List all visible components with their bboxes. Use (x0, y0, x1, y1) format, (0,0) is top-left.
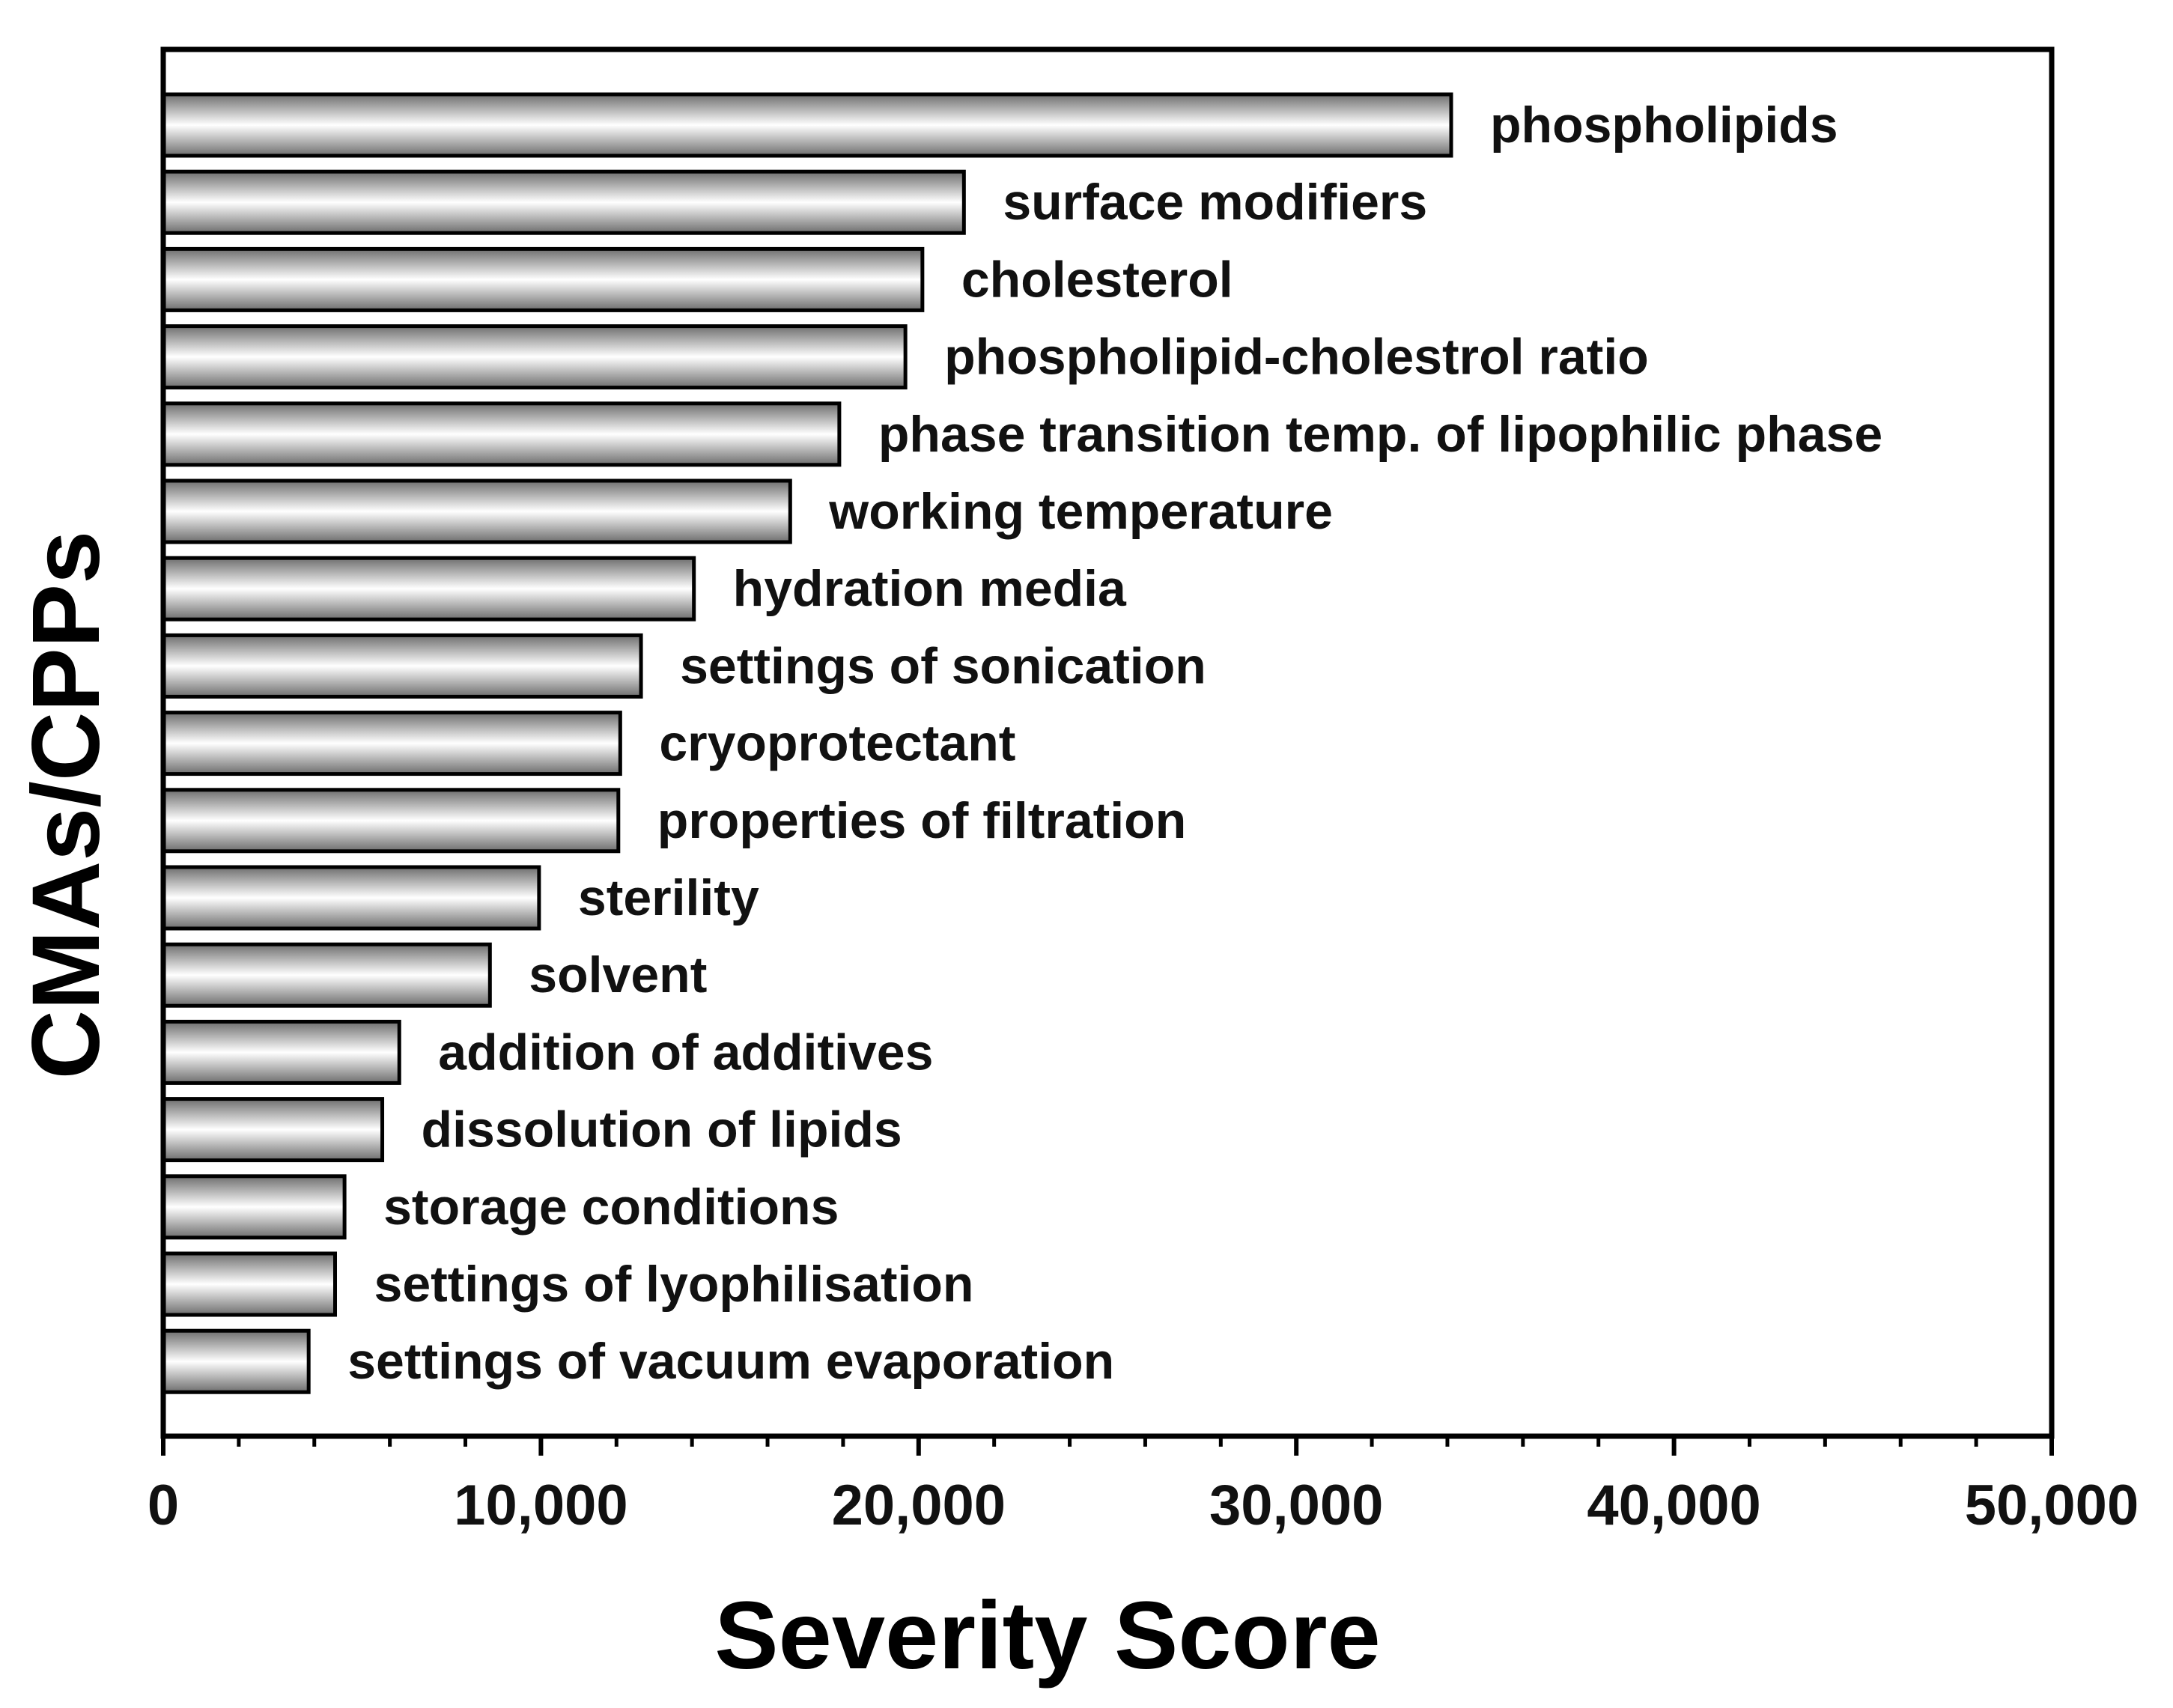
bar-16 (161, 1328, 311, 1394)
x-tick-label-3: 30,000 (1209, 1474, 1383, 1537)
labels-layer: phospholipids surface modifiers cholestero… (13, 97, 2139, 1689)
x-axis-title: Severity Score (714, 1582, 1380, 1689)
bar-6 (161, 556, 696, 621)
x-tick-label-4: 40,000 (1587, 1474, 1760, 1537)
axes-layer (160, 46, 2055, 1456)
bar-0 (161, 92, 1453, 158)
bar-label-4: phase transition temp. of lipophilic pha… (878, 406, 1882, 463)
bar-14 (161, 1174, 347, 1240)
bar-label-10: sterility (578, 869, 759, 926)
bar-12 (161, 1019, 401, 1085)
plot-frame (160, 46, 2055, 1439)
bar-label-5: working temperature (828, 483, 1333, 540)
bar-2 (161, 246, 925, 312)
x-tick-label-0: 0 (148, 1474, 179, 1537)
y-axis-title: CMAs/CPPs (13, 531, 120, 1080)
bar-label-11: solvent (529, 946, 707, 1003)
bar-9 (161, 788, 621, 854)
bar-10 (161, 865, 541, 931)
bar-label-9: properties of filtration (657, 792, 1186, 849)
bar-13 (161, 1097, 385, 1163)
bar-label-6: hydration media (733, 560, 1127, 617)
bar-label-12: addition of additives (438, 1024, 933, 1081)
bar-label-13: dissolution of lipids (422, 1101, 902, 1158)
bar-15 (161, 1251, 338, 1317)
bar-4 (161, 401, 842, 467)
bar-label-14: storage conditions (383, 1179, 839, 1236)
bar-8 (161, 711, 622, 776)
bar-7 (161, 633, 643, 699)
bar-label-8: cryoprotectant (659, 715, 1015, 772)
bar-label-7: settings of sonication (680, 637, 1206, 694)
x-tick-label-1: 10,000 (454, 1474, 627, 1537)
x-tick-label-5: 50,000 (1965, 1474, 2139, 1537)
bar-label-1: surface modifiers (1003, 174, 1427, 231)
bar-3 (161, 324, 908, 390)
bar-label-0: phospholipids (1490, 97, 1838, 154)
bar-label-2: cholesterol (961, 251, 1233, 308)
bars-layer (161, 92, 1453, 1394)
bar-5 (161, 478, 792, 544)
bar-label-16: settings of vacuum evaporation (347, 1333, 1114, 1390)
bar-label-3: phospholipid-cholestrol ratio (944, 329, 1649, 386)
x-tick-label-2: 20,000 (832, 1474, 1006, 1537)
bar-1 (161, 169, 966, 235)
bar-11 (161, 942, 492, 1008)
bar-label-15: settings of lyophilisation (374, 1256, 974, 1313)
